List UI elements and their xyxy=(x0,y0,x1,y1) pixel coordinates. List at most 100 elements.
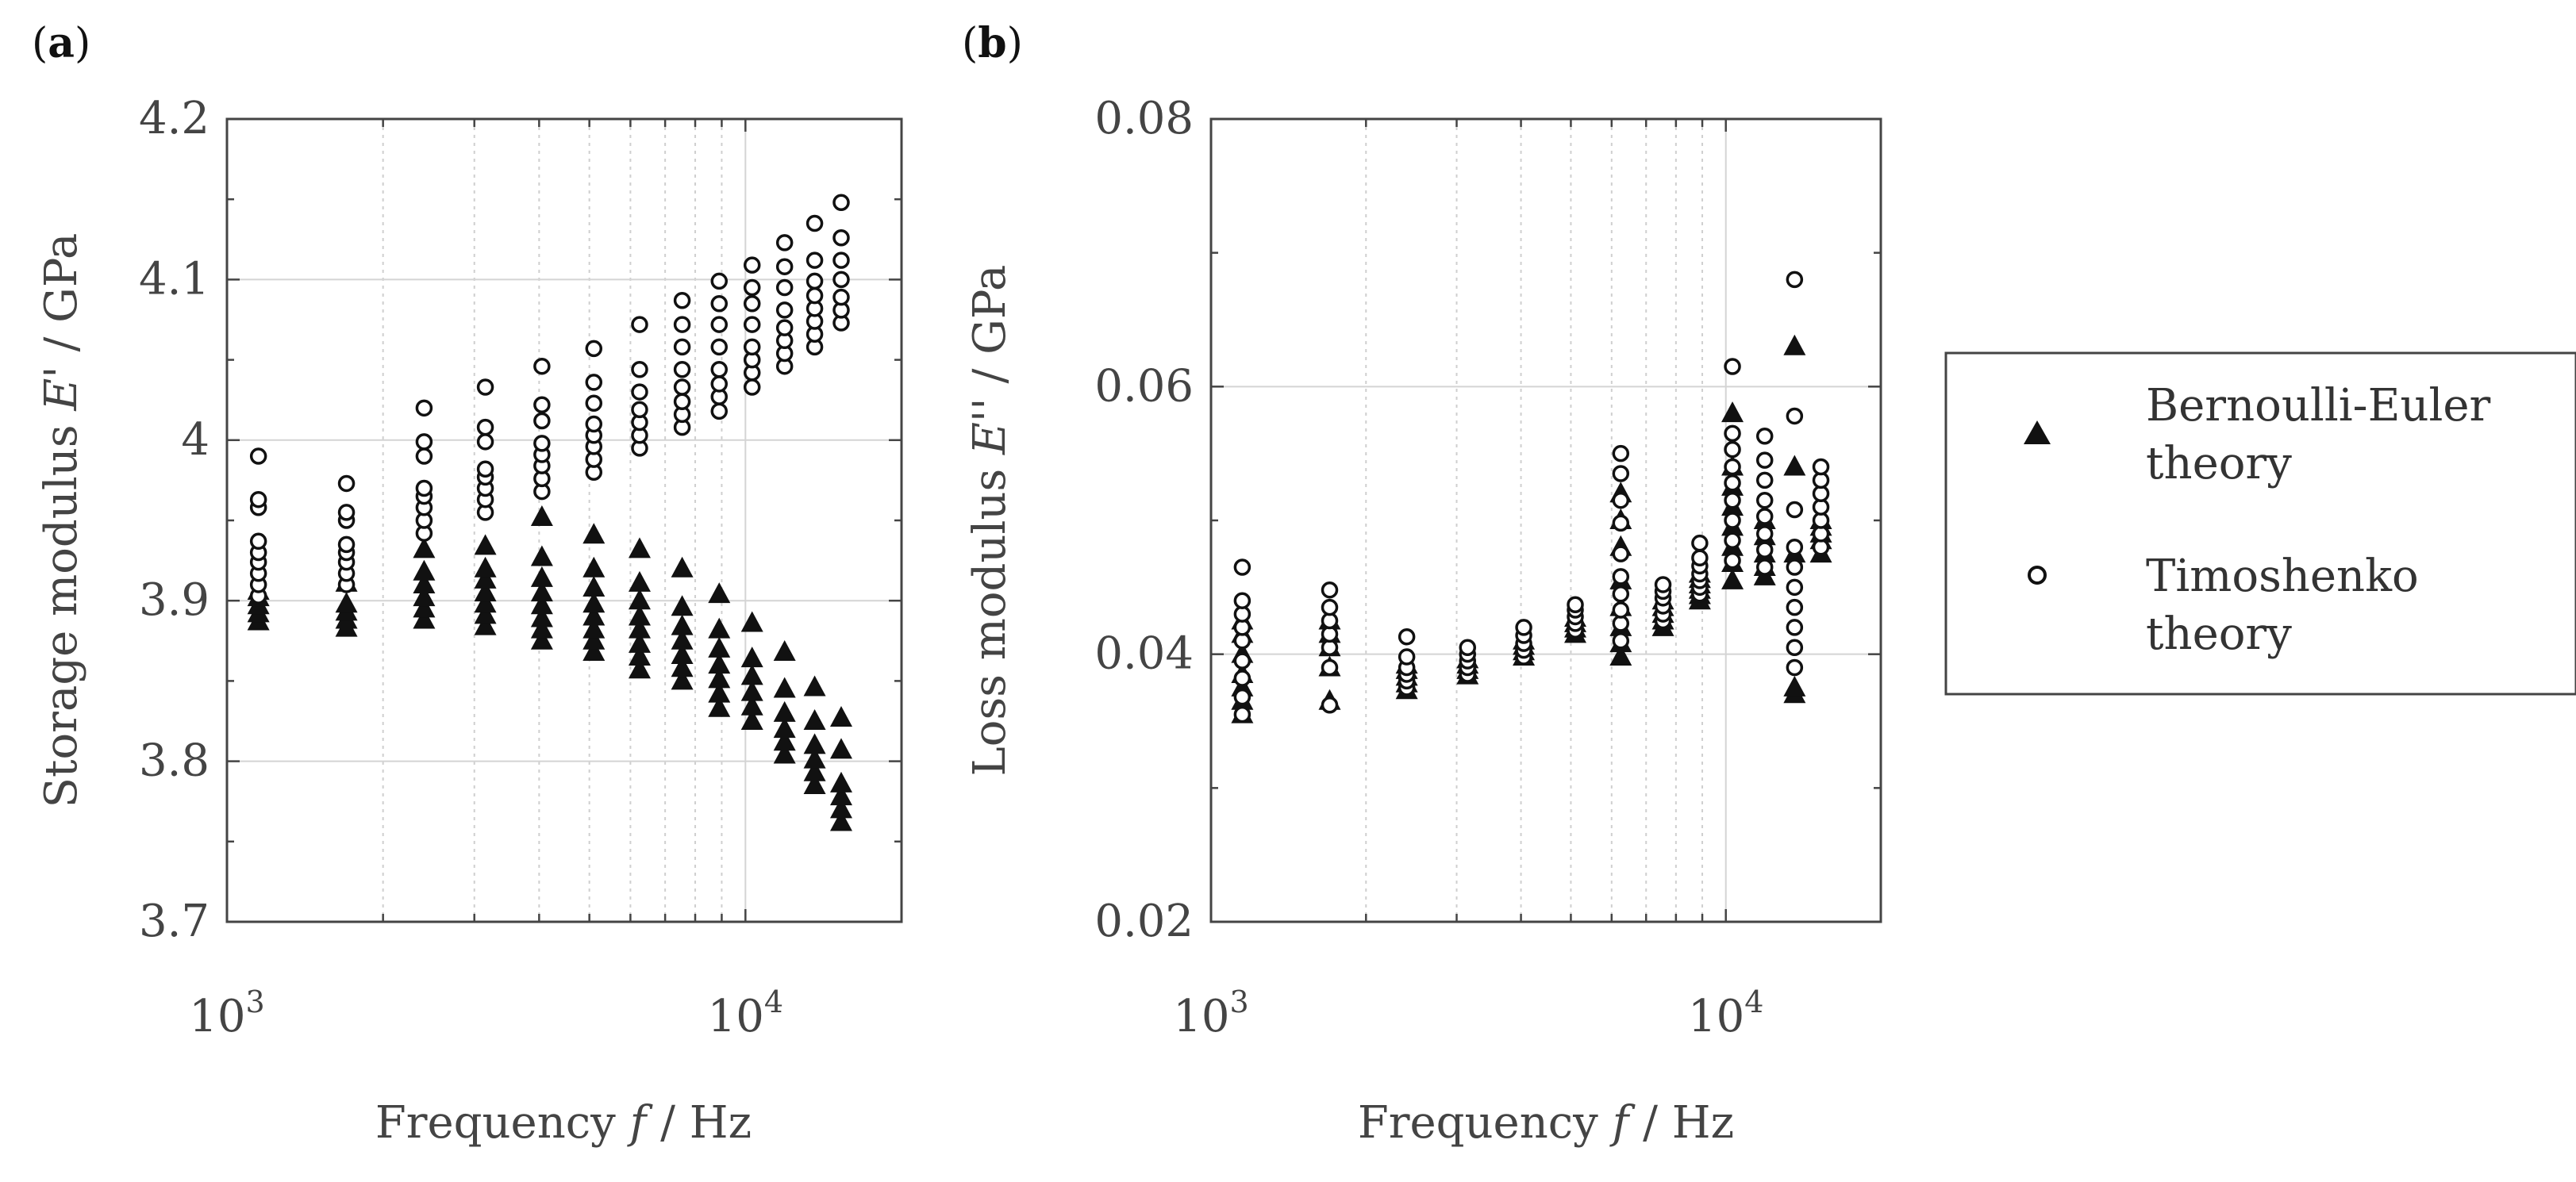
point-timoshenko xyxy=(743,278,761,297)
point-timoshenko xyxy=(631,401,648,419)
point-timoshenko xyxy=(775,319,794,336)
point-timoshenko xyxy=(673,316,691,333)
point-timoshenko xyxy=(775,278,794,297)
point-timoshenko xyxy=(1321,658,1339,677)
point-timoshenko xyxy=(775,258,794,275)
point-bernoulli-euler xyxy=(773,717,796,739)
point-bernoulli-euler xyxy=(829,705,852,727)
point-bernoulli-euler xyxy=(671,656,694,677)
point-bernoulli-euler xyxy=(582,592,606,613)
point-timoshenko xyxy=(1724,491,1741,509)
legend: Bernoulli-Euler theory Timoshenko theory xyxy=(1944,351,2576,696)
point-timoshenko xyxy=(1786,538,1804,556)
legend-marker-triangle xyxy=(2024,420,2051,444)
point-timoshenko xyxy=(743,338,761,356)
point-timoshenko xyxy=(1233,670,1251,687)
panel-a-frame xyxy=(225,117,903,923)
point-timoshenko xyxy=(1724,458,1741,476)
point-bernoulli-euler xyxy=(803,709,826,730)
point-bernoulli-euler xyxy=(829,810,852,831)
point-timoshenko xyxy=(1233,705,1251,723)
point-bernoulli-euler xyxy=(474,534,497,555)
legend-label-timoshenko-line1: Timoshenko xyxy=(2146,551,2419,602)
point-timoshenko xyxy=(805,251,824,269)
point-timoshenko xyxy=(805,214,824,232)
point-bernoulli-euler xyxy=(740,611,763,632)
point-timoshenko xyxy=(673,338,691,356)
x-tick-label: 103 xyxy=(1173,984,1248,1042)
legend-box xyxy=(1944,351,2576,696)
point-bernoulli-euler xyxy=(628,658,651,679)
point-timoshenko xyxy=(1724,474,1741,492)
point-bernoulli-euler xyxy=(474,592,497,613)
point-bernoulli-euler xyxy=(773,700,796,722)
point-bernoulli-euler xyxy=(671,556,694,578)
point-bernoulli-euler xyxy=(740,709,763,730)
panel-b-marks xyxy=(1231,271,1832,723)
point-bernoulli-euler xyxy=(803,773,826,794)
point-bernoulli-euler xyxy=(803,733,826,754)
point-timoshenko xyxy=(1612,514,1630,532)
point-bernoulli-euler xyxy=(829,771,852,792)
point-bernoulli-euler xyxy=(628,589,651,610)
point-timoshenko xyxy=(1724,551,1741,570)
point-timoshenko xyxy=(476,378,494,396)
point-bernoulli-euler xyxy=(628,537,651,558)
y-tick-label: 0.04 xyxy=(1094,628,1194,680)
point-timoshenko xyxy=(1724,512,1741,529)
point-bernoulli-euler xyxy=(708,653,731,674)
panel-a-storage-modulus: (a) 4.2 4.1 4 3.9 3.8 3.7 103 104 Storage modul… xyxy=(32,19,903,1149)
point-timoshenko xyxy=(710,402,729,420)
point-timoshenko xyxy=(1755,558,1774,576)
point-bernoulli-euler xyxy=(413,559,436,581)
point-bernoulli-euler xyxy=(708,636,731,658)
point-timoshenko xyxy=(710,360,729,378)
point-timoshenko xyxy=(533,396,551,414)
point-timoshenko xyxy=(1755,451,1774,469)
point-bernoulli-euler xyxy=(530,545,553,566)
point-timoshenko xyxy=(1612,465,1630,482)
point-bernoulli-euler xyxy=(671,628,694,650)
point-bernoulli-euler xyxy=(671,669,694,690)
point-timoshenko xyxy=(1786,501,1804,519)
panel-a-marks xyxy=(247,194,852,831)
point-timoshenko xyxy=(585,340,603,358)
point-bernoulli-euler xyxy=(474,581,497,602)
point-timoshenko xyxy=(1515,619,1532,636)
point-bernoulli-euler xyxy=(708,582,731,604)
point-timoshenko xyxy=(1459,639,1477,656)
point-bernoulli-euler xyxy=(413,572,436,593)
y-tick-label: 4 xyxy=(181,414,210,466)
point-timoshenko xyxy=(1654,576,1672,593)
point-timoshenko xyxy=(1612,601,1630,619)
point-bernoulli-euler xyxy=(708,681,731,703)
point-timoshenko xyxy=(1398,648,1416,666)
point-timoshenko xyxy=(1786,639,1804,656)
point-timoshenko xyxy=(1691,534,1709,552)
point-timoshenko xyxy=(337,474,356,493)
point-timoshenko xyxy=(476,460,494,478)
point-timoshenko xyxy=(1812,458,1830,476)
point-timoshenko xyxy=(673,378,691,396)
point-timoshenko xyxy=(249,490,267,508)
point-timoshenko xyxy=(337,504,356,521)
point-timoshenko xyxy=(533,357,551,375)
panel-b-ticks: 0.08 0.06 0.04 0.02 103 104 xyxy=(1094,93,1881,1042)
y-tick-label: 0.06 xyxy=(1094,360,1194,412)
point-timoshenko xyxy=(775,234,794,251)
point-timoshenko xyxy=(1755,471,1774,489)
point-bernoulli-euler xyxy=(413,608,436,629)
point-bernoulli-euler xyxy=(530,628,553,650)
point-bernoulli-euler xyxy=(773,730,796,751)
point-bernoulli-euler xyxy=(335,592,358,613)
point-timoshenko xyxy=(673,360,691,378)
panel-a-ticks: 4.2 4.1 4 3.9 3.8 3.7 103 104 xyxy=(139,93,902,1042)
panel-b-y-axis-title: Loss modulus E'' / GPa xyxy=(964,265,1016,777)
point-timoshenko xyxy=(1755,491,1774,509)
point-timoshenko xyxy=(1755,427,1774,445)
point-bernoulli-euler xyxy=(671,643,694,665)
legend-label-bernoulli-line1: Bernoulli-Euler xyxy=(2146,380,2491,432)
point-timoshenko xyxy=(533,412,551,430)
point-timoshenko xyxy=(415,433,433,451)
point-bernoulli-euler xyxy=(829,738,852,759)
